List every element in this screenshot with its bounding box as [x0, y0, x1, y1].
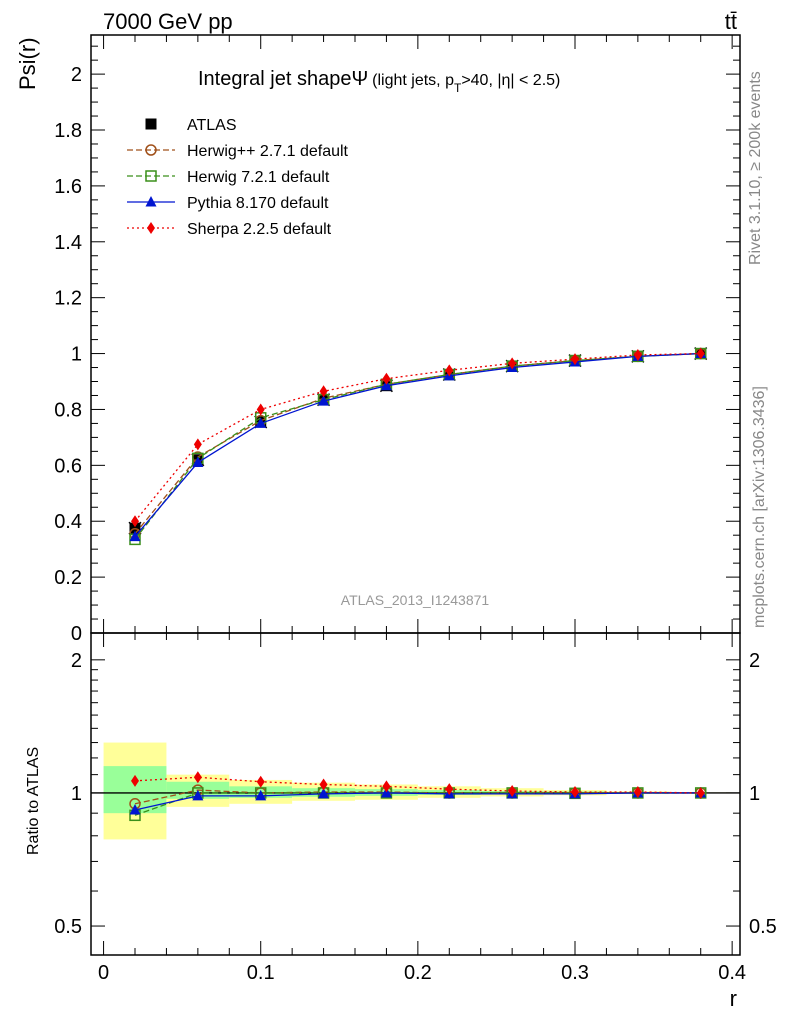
chart-title: Integral jet shapeΨ (light jets, pT>40, |…	[198, 68, 560, 95]
legend-item: Herwig 7.2.1 default	[127, 169, 330, 186]
main-y-tick-label: 1.8	[54, 120, 82, 142]
main-y-tick-label: 0.8	[54, 399, 82, 421]
header-left-label: 7000 GeV pp	[103, 9, 233, 34]
ratio-data-point	[445, 783, 454, 796]
legend-marker	[147, 222, 155, 234]
legend-item: Herwig++ 2.7.1 default	[127, 143, 349, 160]
ratio-data-point	[319, 778, 328, 791]
main-y-tick-label: 0.6	[54, 455, 82, 477]
ratio-series-line	[134, 776, 701, 794]
legend-label: Herwig++ 2.7.1 default	[187, 143, 349, 160]
ratio-data-point	[571, 785, 579, 798]
chart-subtitle-sub: T	[454, 81, 462, 95]
data-point	[319, 385, 328, 398]
main-y-tick-label: 1.6	[54, 176, 82, 198]
legend-label: Sherpa 2.2.5 default	[187, 221, 332, 238]
data-point	[571, 353, 579, 366]
x-axis-label: r	[730, 986, 737, 1011]
chart-subtitle-pre: (light jets, p	[372, 72, 454, 89]
legend-item: ATLAS	[145, 117, 237, 134]
data-point	[508, 357, 517, 370]
x-tick-label: 0	[98, 962, 109, 984]
series-4	[129, 347, 707, 542]
ratio-data-point	[129, 803, 141, 815]
ratio-data-point	[696, 786, 705, 799]
ratio-data-point	[255, 789, 267, 801]
data-point	[318, 395, 330, 406]
main-y-tick-label: 1.4	[54, 232, 82, 254]
ratio-data-point	[192, 789, 204, 801]
rivet-label: Rivet 3.1.10, ≥ 200k events	[747, 71, 764, 265]
ratio-y-tick-label-right: 0.5	[749, 916, 777, 938]
data-point	[131, 515, 139, 528]
ratio-y-axis-label: Ratio to ATLAS	[25, 747, 42, 855]
legend-item: Pythia 8.170 default	[127, 195, 329, 212]
series-1	[128, 347, 708, 535]
series-5	[131, 347, 705, 528]
mcplots-label: mcplots.cern.ch [arXiv:1306.3436]	[751, 386, 768, 628]
main-y-axis-label: Psi(r)	[15, 37, 40, 90]
main-panel: 0 0.2 0.4 0.6 0.8 1 1.2 1.4 1.6 1.8 2 ATLAS Herwig++…	[54, 34, 741, 645]
series-line	[134, 352, 701, 522]
x-tick-label: 0.2	[404, 962, 432, 984]
legend-label: Pythia 8.170 default	[187, 195, 329, 212]
main-y-tick-label: 0	[71, 623, 82, 645]
legend-marker	[145, 118, 157, 130]
main-y-tick-label: 0.2	[54, 567, 82, 589]
legend-label: Herwig 7.2.1 default	[187, 169, 330, 186]
ratio-data-point	[318, 787, 330, 799]
series-2	[129, 347, 707, 540]
ratio-data-point	[382, 780, 391, 793]
data-point	[193, 438, 202, 451]
ratio-y-tick-label: 0.5	[54, 916, 82, 938]
legend-item: Sherpa 2.2.5 default	[127, 221, 332, 238]
ratio-y-tick-label: 2	[71, 650, 82, 672]
data-point	[382, 372, 391, 385]
main-y-tick-label: 2	[71, 64, 82, 86]
chart-title-symbol: Ψ	[351, 68, 368, 90]
data-point	[256, 403, 265, 416]
ratio-y-tick-label-right: 1	[749, 783, 760, 805]
header-right-label: tt̄	[725, 9, 737, 34]
data-point	[255, 417, 267, 428]
data-point	[633, 348, 642, 361]
main-y-tick-label: 1	[71, 344, 82, 366]
ratio-panel: 0.5 0.5 1 1 2 2 0 0.1 0.2 0.3 0.4	[54, 632, 777, 984]
chart-title-main: Integral jet shape	[198, 68, 351, 90]
legend-label: ATLAS	[187, 117, 237, 134]
data-point	[129, 530, 141, 542]
ratio-y-tick-label-right: 2	[749, 650, 760, 672]
series-line	[134, 352, 701, 540]
x-tick-label: 0.4	[718, 962, 746, 984]
ratio-data-point	[256, 775, 265, 788]
data-point	[445, 364, 454, 377]
ratio-plot-frame	[90, 632, 741, 956]
legend: ATLAS Herwig++ 2.7.1 default Herwig 7.2.1 …	[127, 117, 349, 238]
data-point	[192, 456, 204, 468]
x-tick-label: 0.3	[561, 962, 589, 984]
ratio-data-point	[633, 785, 642, 798]
chart-subtitle-post: >40, |η| < 2.5)	[461, 72, 560, 89]
ratio-series-line	[134, 792, 701, 811]
main-y-tick-label: 1.2	[54, 288, 82, 310]
ratio-series-4	[131, 771, 705, 799]
ratio-y-tick-label: 1	[71, 783, 82, 805]
legend-marker	[145, 196, 157, 207]
analysis-label: ATLAS_2013_I1243871	[341, 592, 490, 608]
main-y-tick-label: 0.4	[54, 511, 82, 533]
data-point	[696, 347, 705, 360]
legend-marker	[145, 144, 157, 156]
x-tick-label: 0.1	[247, 962, 275, 984]
legend-marker	[145, 170, 157, 182]
data-point	[380, 379, 392, 391]
ratio-data-point	[508, 785, 517, 798]
ratio-data-point	[193, 771, 202, 784]
series-line	[134, 352, 701, 538]
ratio-data-point	[131, 774, 139, 787]
